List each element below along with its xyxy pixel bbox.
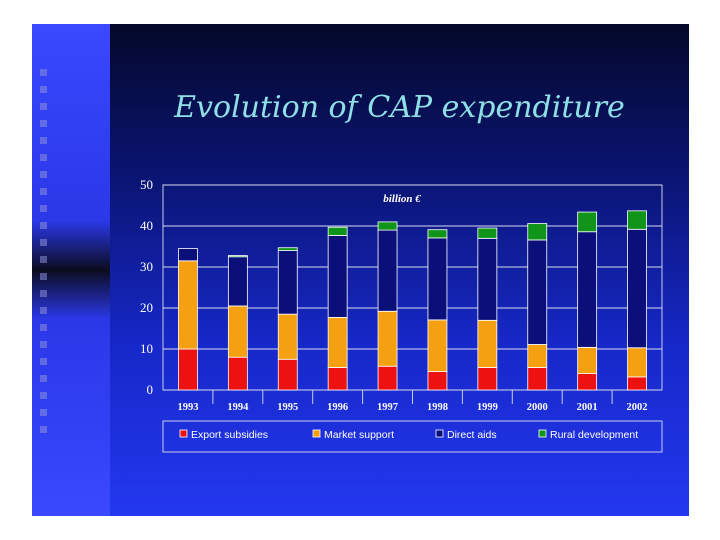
bar-segment	[477, 319, 498, 368]
bar-segment	[577, 373, 598, 391]
x-tick-label: 1999	[477, 402, 498, 413]
bar-segment	[377, 310, 398, 367]
y-tick-label: 20	[140, 300, 153, 315]
decorative-square	[40, 341, 47, 348]
y-tick-label: 0	[147, 382, 154, 397]
decorative-square	[40, 375, 47, 382]
bar-segment	[327, 226, 348, 236]
x-tick-label: 1995	[277, 402, 298, 413]
x-tick-label: 2001	[577, 402, 598, 413]
x-tick-label: 1996	[327, 402, 348, 413]
unit-label: billion €	[383, 193, 421, 205]
bar-segment	[277, 358, 298, 391]
bar-segment	[427, 371, 448, 391]
legend-swatch	[435, 429, 444, 438]
bar-segment	[327, 235, 348, 318]
bar-segment	[227, 255, 248, 258]
bar-segment	[277, 313, 298, 360]
bar-segment	[627, 376, 647, 391]
chart: 0 10 20 30 40 50 1993 1994 1995 1996 1997 1998 1999 2…	[140, 177, 663, 453]
bar-segment	[627, 228, 647, 349]
decorative-square	[40, 409, 47, 416]
decorative-square	[40, 239, 47, 246]
bar-segment	[178, 348, 198, 391]
bar-segment	[527, 367, 548, 391]
legend-label: Market support	[324, 429, 394, 441]
bar-segment	[277, 250, 298, 315]
y-tick-label: 30	[140, 259, 153, 274]
decorative-square	[40, 86, 47, 93]
x-tick-label: 2000	[527, 402, 548, 413]
bar-segment	[577, 211, 598, 233]
bar-segment	[527, 344, 548, 368]
bar-segment	[427, 237, 448, 321]
legend-label: Direct aids	[447, 429, 497, 441]
bar-segment	[627, 347, 647, 378]
x-tick-label: 1993	[177, 402, 198, 413]
legend-label: Rural development	[550, 429, 638, 441]
legend-label: Export subsidies	[191, 429, 268, 441]
bar-segment	[477, 227, 498, 239]
decorative-square	[40, 120, 47, 127]
decorative-square	[40, 392, 47, 399]
decorative-square	[40, 69, 47, 76]
legend	[162, 420, 663, 453]
legend-swatch	[179, 429, 188, 438]
bar-segment	[527, 223, 548, 241]
chart-title: Evolution of CAP expenditure	[174, 90, 625, 125]
decorative-square	[40, 154, 47, 161]
bar-segment	[227, 305, 248, 358]
bar-segment	[427, 319, 448, 372]
x-tick-label: 1997	[377, 402, 398, 413]
decorative-square	[40, 307, 47, 314]
y-tick-label: 40	[140, 218, 153, 233]
decorative-square	[40, 256, 47, 263]
bar-segment	[327, 317, 348, 368]
decorative-square	[40, 188, 47, 195]
decorative-square	[40, 290, 47, 297]
legend-swatch	[538, 429, 547, 438]
bar-segment	[277, 247, 298, 251]
decorative-square	[40, 103, 47, 110]
x-tick-label: 2002	[627, 402, 648, 413]
decorative-square	[40, 358, 47, 365]
side-strip	[32, 24, 110, 516]
bar-segment	[377, 229, 398, 312]
x-tick-label: 1998	[427, 402, 448, 413]
bar-segment	[227, 356, 248, 391]
x-tick-label: 1994	[227, 402, 249, 413]
bar-segment	[627, 210, 647, 230]
decorative-square	[40, 426, 47, 433]
bar-segment	[377, 365, 398, 391]
bar-segment	[178, 260, 198, 350]
decorative-square	[40, 324, 47, 331]
bar-segment	[577, 346, 598, 374]
decorative-square	[40, 205, 47, 212]
bar-segment	[227, 256, 248, 307]
decorative-square	[40, 171, 47, 178]
bar-segment	[427, 229, 448, 239]
y-tick-label: 10	[140, 341, 153, 356]
slide: Evolution of CAP expenditure 0 10 20 30 40 50…	[32, 24, 689, 516]
legend-swatch	[312, 429, 321, 438]
y-tick-label: 50	[140, 177, 153, 192]
bar-segment	[327, 367, 348, 391]
bar-segment	[477, 237, 498, 321]
decorative-square	[40, 273, 47, 280]
bar-segment	[527, 239, 548, 345]
decorative-square	[40, 222, 47, 229]
bar-segment	[477, 367, 498, 391]
bar-segment	[377, 221, 398, 231]
decorative-square	[40, 137, 47, 144]
bar-segment	[178, 248, 198, 262]
bar-segment	[577, 231, 598, 348]
